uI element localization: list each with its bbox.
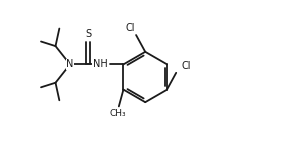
Text: CH₃: CH₃ — [109, 109, 126, 118]
Text: S: S — [85, 29, 91, 39]
Text: NH: NH — [93, 59, 107, 69]
Text: Cl: Cl — [181, 61, 191, 71]
Text: Cl: Cl — [126, 23, 135, 33]
Text: N: N — [66, 59, 74, 69]
